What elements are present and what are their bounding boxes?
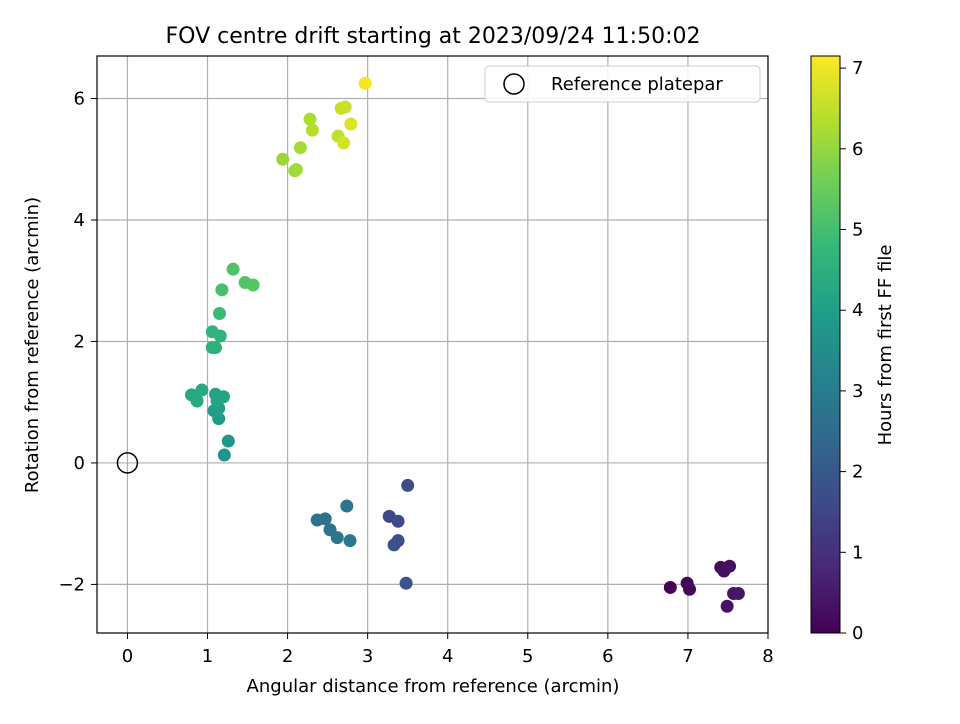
x-tick-label: 2 bbox=[282, 646, 293, 667]
data-point bbox=[391, 514, 405, 528]
data-point bbox=[720, 599, 734, 613]
data-point bbox=[215, 283, 229, 297]
data-point bbox=[344, 117, 358, 131]
plot-frame bbox=[96, 55, 769, 634]
data-point bbox=[293, 141, 307, 155]
data-point bbox=[663, 580, 677, 594]
grid-lines bbox=[97, 56, 769, 633]
colorbar-tick-label: 7 bbox=[852, 58, 863, 79]
data-point bbox=[318, 512, 332, 526]
data-point bbox=[276, 152, 290, 166]
colorbar-tick-label: 1 bbox=[852, 542, 863, 563]
colorbar-tick-label: 2 bbox=[852, 462, 863, 483]
data-point bbox=[338, 100, 352, 114]
x-tick-label: 8 bbox=[762, 646, 773, 667]
x-tick-label: 1 bbox=[202, 646, 213, 667]
data-point bbox=[340, 499, 354, 513]
data-point bbox=[226, 262, 240, 276]
data-point bbox=[190, 394, 204, 408]
legend-box bbox=[484, 65, 761, 103]
data-point bbox=[330, 531, 344, 545]
data-point bbox=[401, 478, 415, 492]
legend-entry-reference: Reference platepar bbox=[551, 74, 723, 95]
x-tick-label: 5 bbox=[522, 646, 533, 667]
legend: Reference platepar bbox=[484, 65, 761, 103]
data-point bbox=[209, 341, 223, 355]
data-point bbox=[213, 307, 227, 321]
data-point bbox=[217, 390, 231, 404]
y-tick-label: 6 bbox=[74, 89, 85, 110]
data-point bbox=[289, 163, 303, 177]
x-axis-ticks: 0 1 2 3 4 5 6 7 8 bbox=[122, 633, 774, 667]
reference-layer bbox=[116, 452, 139, 474]
x-axis-label: Angular distance from reference (arcmin) bbox=[247, 676, 620, 697]
data-point bbox=[221, 434, 235, 448]
colorbar-tick-label: 0 bbox=[852, 623, 863, 644]
colorbar-ticks: 0 1 2 3 4 5 6 7 bbox=[840, 58, 863, 644]
data-point bbox=[303, 112, 317, 126]
y-axis-ticks: −2 0 2 4 6 bbox=[58, 89, 97, 595]
x-tick-label: 4 bbox=[442, 646, 453, 667]
y-tick-label: −2 bbox=[58, 574, 85, 595]
x-tick-label: 6 bbox=[602, 646, 613, 667]
data-point bbox=[305, 123, 319, 137]
reference-platepar-marker bbox=[116, 452, 139, 474]
data-points bbox=[184, 76, 745, 613]
y-axis-label: Rotation from reference (arcmin) bbox=[22, 197, 43, 493]
data-point bbox=[399, 576, 413, 590]
colorbar-tick-label: 5 bbox=[852, 220, 863, 241]
colorbar-gradient bbox=[810, 55, 841, 634]
y-tick-label: 2 bbox=[74, 331, 85, 352]
colorbar-tick-label: 6 bbox=[852, 139, 863, 160]
colorbar-tick-label: 3 bbox=[852, 381, 863, 402]
colorbar-label: Hours from first FF file bbox=[875, 245, 896, 446]
chart-title: FOV centre drift starting at 2023/09/24 … bbox=[166, 24, 701, 49]
data-point bbox=[731, 587, 745, 601]
data-point bbox=[723, 559, 737, 573]
data-point bbox=[205, 325, 219, 339]
data-point bbox=[387, 538, 401, 552]
x-tick-label: 3 bbox=[362, 646, 373, 667]
colorbar: 0 1 2 3 4 5 6 7 Hours from first FF file bbox=[810, 55, 896, 644]
data-point bbox=[358, 76, 372, 90]
data-point bbox=[683, 582, 697, 596]
x-tick-label: 0 bbox=[122, 646, 133, 667]
data-point bbox=[343, 534, 357, 548]
data-point bbox=[337, 136, 351, 150]
x-tick-label: 7 bbox=[682, 646, 693, 667]
y-tick-label: 0 bbox=[74, 453, 85, 474]
colorbar-tick-label: 4 bbox=[852, 300, 863, 321]
data-point bbox=[217, 448, 231, 462]
legend-reference-marker bbox=[503, 73, 525, 95]
data-point bbox=[246, 278, 260, 292]
data-point bbox=[195, 383, 209, 397]
y-tick-label: 4 bbox=[74, 210, 85, 231]
